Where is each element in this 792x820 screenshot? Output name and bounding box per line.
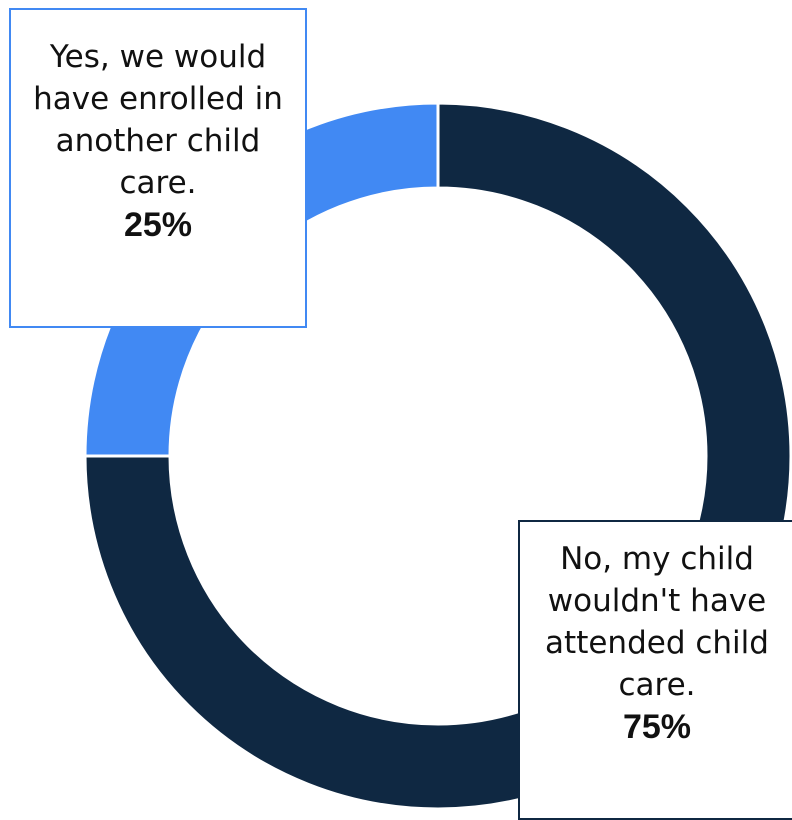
data-label-no-percent: 75%	[622, 708, 692, 746]
donut-slice-no	[83, 101, 792, 811]
data-label-no-text: No, my child wouldn't have attended chil…	[545, 541, 769, 703]
data-label-yes: Yes, we would have enrolled in another c…	[9, 8, 307, 328]
data-label-yes-percent: 25%	[123, 206, 193, 244]
data-label-no: No, my child wouldn't have attended chil…	[518, 520, 792, 820]
data-label-yes-text: Yes, we would have enrolled in another c…	[33, 39, 283, 201]
